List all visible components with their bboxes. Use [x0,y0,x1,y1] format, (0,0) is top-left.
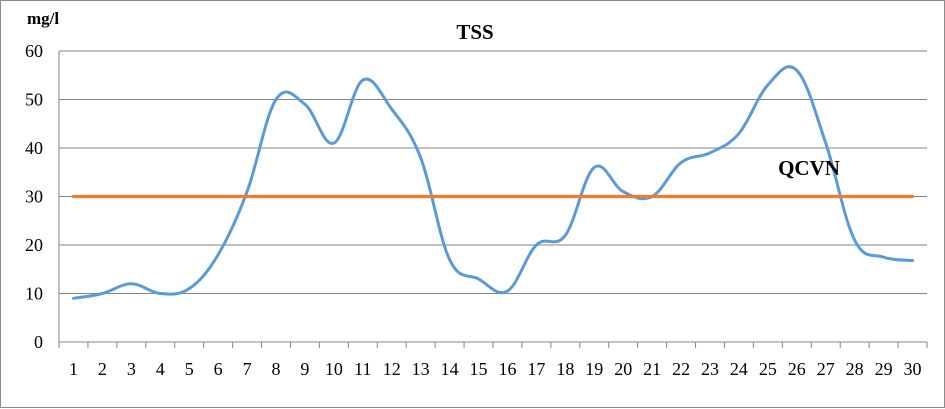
x-tick-label-17: 17 [527,359,545,379]
x-tick-label-20: 20 [614,359,632,379]
y-tick-label-60: 60 [25,41,43,61]
x-tick-label-16: 16 [498,359,516,379]
x-tick-label-27: 27 [817,359,835,379]
y-tick-label-10: 10 [25,284,43,304]
x-tick-label-22: 22 [672,359,690,379]
x-tick-label-2: 2 [98,359,107,379]
label-layer: mg/l TSS QCVN [27,9,840,180]
x-tick-label-21: 21 [643,359,661,379]
qcvn-annotation: QCVN [778,156,840,180]
x-tick-label-1: 1 [69,359,78,379]
x-tick-label-3: 3 [127,359,136,379]
x-tick-label-4: 4 [156,359,165,379]
y-tick-label-20: 20 [25,235,43,255]
x-tick-label-7: 7 [243,359,252,379]
x-tick-label-19: 19 [585,359,603,379]
x-tick-label-9: 9 [300,359,309,379]
y-tick-label-50: 50 [25,90,43,110]
x-tick-label-10: 10 [325,359,343,379]
y-tick-label-0: 0 [34,332,43,352]
x-tick-label-14: 14 [441,359,459,379]
tss-series-line [71,65,915,300]
y-tick-label-40: 40 [25,138,43,158]
y-axis-unit-label: mg/l [27,9,59,28]
x-tick-label-18: 18 [556,359,574,379]
x-tick-label-5: 5 [185,359,194,379]
x-tick-label-29: 29 [875,359,893,379]
x-tick-label-15: 15 [470,359,488,379]
series-layer [71,65,915,300]
x-tick-label-11: 11 [354,359,371,379]
x-tick-label-23: 23 [701,359,719,379]
x-tick-label-24: 24 [730,359,748,379]
x-tick-label-25: 25 [759,359,777,379]
chart-title: TSS [456,20,493,44]
x-tick-label-28: 28 [846,359,864,379]
x-tick-label-13: 13 [412,359,430,379]
x-tick-label-6: 6 [214,359,223,379]
x-tick-label-26: 26 [788,359,806,379]
x-tick-label-30: 30 [904,359,922,379]
x-tick-label-8: 8 [272,359,281,379]
y-tick-label-30: 30 [25,187,43,207]
x-tick-label-12: 12 [383,359,401,379]
